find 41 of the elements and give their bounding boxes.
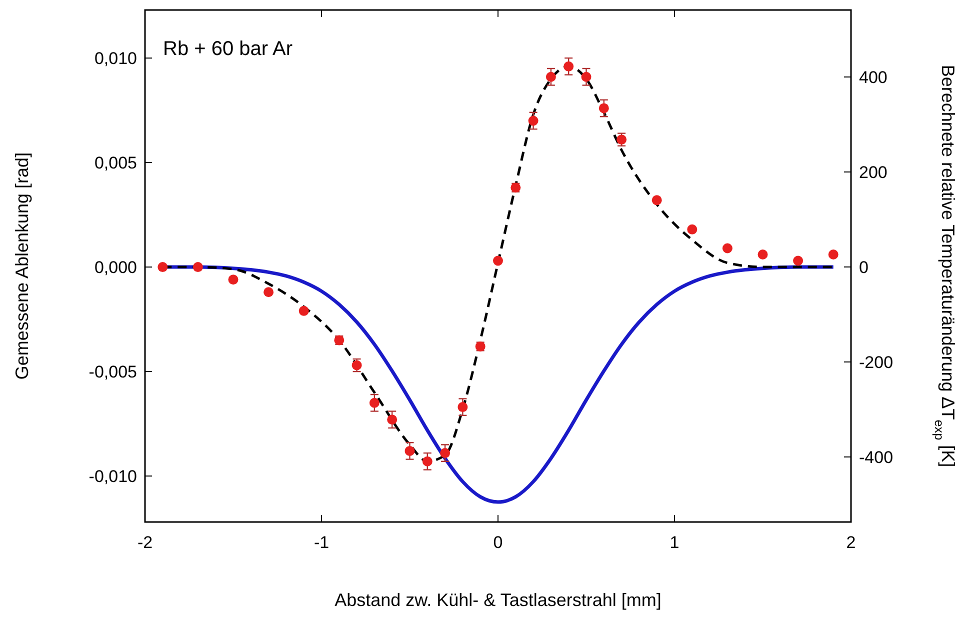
point (369, 398, 380, 408)
x-axis-title: Abstand zw. Kühl- & Tastlaserstrahl [mm] (334, 590, 662, 610)
point (652, 195, 662, 206)
y-tick-label: -0,005 (88, 362, 137, 382)
y2-tick-label: -400 (859, 448, 894, 467)
point (828, 250, 838, 260)
point (387, 414, 398, 425)
point (458, 402, 468, 412)
point (687, 224, 698, 234)
y-tick-label: 0,005 (94, 154, 137, 173)
y2-tick-label: 400 (859, 68, 888, 87)
x-tick-label: -1 (314, 533, 330, 552)
point (722, 243, 732, 254)
point (528, 116, 538, 126)
point (758, 250, 768, 260)
x-tick-label: 2 (846, 533, 856, 552)
point (581, 72, 592, 82)
x-tick-label: -2 (137, 533, 153, 552)
y2-tick-label: 200 (859, 162, 888, 182)
point (158, 262, 168, 272)
point (493, 256, 503, 266)
point (298, 306, 309, 316)
point (228, 274, 238, 285)
point (440, 448, 450, 458)
annotation: Rb + 60 bar Ar (163, 38, 293, 60)
y-tick-label: 0,000 (94, 258, 137, 278)
y-tick-label: 0,010 (94, 49, 137, 68)
y2-tick-label: -200 (859, 352, 894, 372)
x-tick-label: 0 (493, 533, 503, 552)
point (404, 446, 415, 456)
point (546, 72, 556, 82)
point (422, 456, 432, 466)
y-tick-label: -0,010 (88, 467, 137, 486)
x-tick-label: 1 (670, 533, 680, 552)
y2-tick-label: 0 (859, 258, 868, 277)
point (564, 61, 574, 72)
point (192, 262, 203, 272)
y-axis-title: Gemessene Ablenkung [rad] (12, 152, 32, 380)
point (264, 287, 274, 298)
point (793, 256, 804, 266)
point (598, 103, 609, 114)
